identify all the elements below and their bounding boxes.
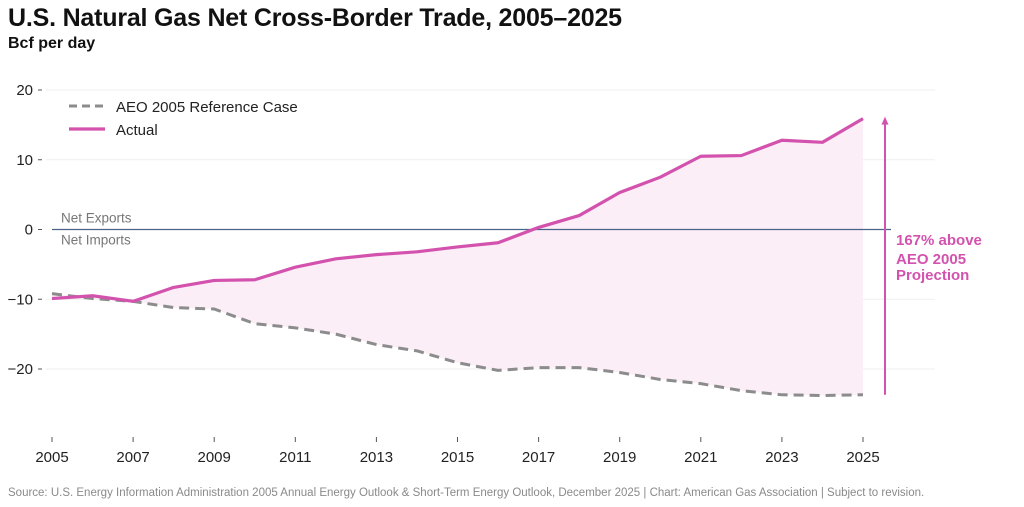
x-tick-label: 2019	[603, 449, 636, 466]
x-tick-label: 2007	[116, 449, 149, 466]
series-layer	[51, 117, 864, 398]
y-axis: 20 10 0 −10 −20	[8, 82, 42, 378]
net-imports-label: Net Imports	[61, 233, 131, 248]
annotation-line-2: AEO 2005	[896, 251, 966, 268]
series-line-aeo-2005	[51, 292, 864, 398]
annotation-line-3: Projection	[896, 267, 969, 284]
arrow-head-icon	[881, 116, 889, 125]
x-tick-label: 2023	[765, 449, 798, 466]
y-tick-label: 20	[16, 82, 33, 99]
x-tick-label: 2011	[279, 449, 311, 466]
x-tick-label: 2015	[441, 449, 474, 466]
x-tick-label: 2025	[846, 449, 879, 466]
chart-subtitle: Bcf per day	[8, 35, 96, 52]
y-tick-label: −20	[8, 361, 33, 378]
x-axis: 2005 2007 2009 2011 2013 2015 2017 2019 2021 2023…	[35, 437, 880, 466]
annotation-line-1: 167% above	[896, 232, 982, 249]
legend-label-actual: Actual	[116, 122, 158, 139]
annotation: 167% above AEO 2005 Projection	[881, 116, 982, 395]
legend-label-aeo: AEO 2005 Reference Case	[116, 99, 298, 116]
source-note: Source: U.S. Energy Information Administ…	[8, 487, 925, 499]
legend: AEO 2005 Reference Case Actual	[69, 99, 298, 139]
x-tick-label: 2013	[360, 449, 393, 466]
chart-title: U.S. Natural Gas Net Cross-Border Trade,…	[8, 4, 622, 32]
net-exports-label: Net Exports	[61, 211, 132, 226]
y-tick-label: 0	[25, 222, 33, 239]
x-tick-label: 2009	[198, 449, 231, 466]
x-tick-label: 2005	[35, 449, 68, 466]
y-tick-label: −10	[8, 291, 33, 308]
y-tick-label: 10	[16, 152, 33, 169]
gap-fill-area	[52, 118, 863, 396]
x-tick-label: 2021	[684, 449, 717, 466]
x-tick-label: 2017	[522, 449, 555, 466]
